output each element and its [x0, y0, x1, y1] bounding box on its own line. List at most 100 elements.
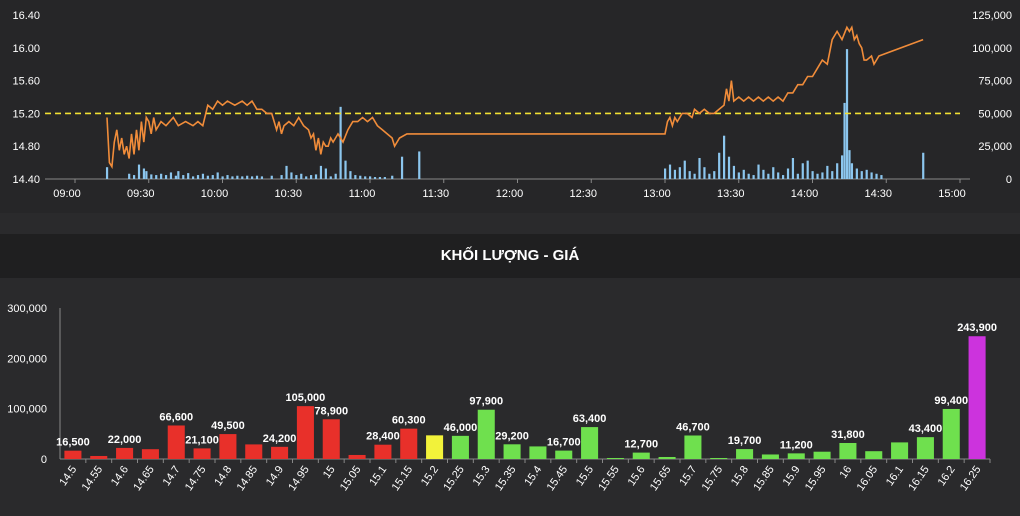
price-level-bar: [684, 435, 702, 459]
bar-value-label: 24,200: [263, 433, 297, 445]
volume-bar: [142, 168, 146, 179]
volume-bar: [133, 175, 136, 179]
volume-bar: [723, 135, 726, 179]
volume-bar: [816, 173, 819, 179]
volume-bar: [693, 173, 696, 179]
volume-bar: [177, 171, 180, 179]
bar-category-label: 15.05: [338, 464, 364, 493]
y-right-tick-label: 75,000: [978, 76, 1012, 88]
volume-bar: [349, 171, 352, 179]
volume-bar: [364, 176, 367, 179]
x-tick-label: 14:00: [791, 188, 819, 200]
volume-bar: [678, 167, 681, 179]
bar-category-label: 14.75: [183, 464, 209, 493]
y-right-tick-label: 100,000: [972, 43, 1012, 55]
volume-bar: [329, 176, 332, 179]
volume-bar: [290, 172, 293, 179]
bar-category-label: 14.9: [264, 464, 286, 488]
volume-bar: [305, 176, 308, 179]
bar-category-label: 15.9: [781, 464, 803, 488]
bar-value-label: 43,400: [909, 423, 943, 435]
bar-category-label: 15.4: [522, 464, 544, 488]
bar-category-label: 16.25: [958, 464, 984, 493]
price-level-bar: [141, 449, 159, 459]
volume-bar: [673, 169, 677, 179]
volume-bar: [196, 175, 200, 179]
price-level-bar: [581, 427, 599, 459]
y-left-tick-label: 16.40: [12, 10, 40, 22]
volume-bar: [791, 158, 795, 179]
volume-bar: [378, 177, 382, 179]
volume-bar: [192, 176, 195, 179]
volume-bar: [369, 176, 372, 179]
bar-category-label: 14.5: [57, 464, 79, 488]
bar-value-label: 46,000: [444, 422, 478, 434]
volume-bar: [145, 171, 148, 179]
volume-bar: [703, 167, 706, 179]
volume-bar: [727, 156, 731, 179]
volume-bar: [155, 175, 158, 179]
volume-bar: [747, 173, 750, 179]
volume-bar: [796, 173, 799, 179]
bar-category-label: 15.85: [751, 464, 777, 493]
volume-bar: [174, 175, 177, 179]
bar-category-label: 15.15: [390, 464, 416, 493]
bar-category-label: 15.3: [471, 464, 493, 488]
intraday-price-volume-chart: 14.40 14.80 15.20 15.60 16.00 16.40 0 25,000 50,…: [12, 10, 1012, 200]
bar-y-tick-label: 200,000: [7, 353, 47, 365]
bar-value-label: 31,800: [831, 429, 865, 441]
bar-value-label: 46,700: [676, 421, 710, 433]
volume-bar: [314, 174, 318, 179]
volume-bar: [201, 173, 205, 179]
volume-bar: [880, 175, 883, 179]
volume-bar: [255, 175, 259, 179]
volume-bar: [182, 175, 185, 179]
bar-category-label: 15.6: [626, 464, 648, 488]
volume-bar: [777, 172, 780, 179]
bar-y-tick-label: 100,000: [7, 404, 47, 416]
volume-bar: [688, 171, 691, 179]
volume-by-price-chart: 0 100,000 200,000 300,000 16,500 14.5 14.55 22,…: [7, 303, 997, 493]
volume-bar: [737, 172, 740, 179]
bar-category-label: 15.45: [545, 464, 571, 493]
price-level-bar: [426, 435, 444, 459]
volume-bar: [164, 175, 168, 179]
volume-bar: [922, 152, 925, 179]
price-level-bar: [555, 450, 573, 459]
price-level-bar: [64, 450, 82, 459]
y-right-tick-label: 25,000: [978, 141, 1012, 153]
price-level-bar: [891, 442, 909, 459]
price-level-bar: [400, 428, 418, 459]
x-tick-label: 09:00: [53, 188, 81, 200]
price-level-bar: [865, 451, 883, 459]
volume-bar: [843, 102, 846, 179]
price-level-bar: [451, 435, 469, 459]
volume-bar: [708, 173, 711, 179]
price-level-bar: [632, 452, 650, 459]
volume-bar: [226, 175, 229, 179]
bar-value-label: 16,500: [56, 437, 90, 449]
volume-bar: [354, 175, 357, 179]
y-right-tick-label: 50,000: [978, 108, 1012, 120]
volume-bar: [206, 175, 209, 179]
volume-bar: [752, 175, 755, 179]
bar-category-label: 14.95: [286, 464, 312, 493]
volume-bar: [848, 150, 851, 179]
price-level-bar: [839, 442, 857, 459]
volume-bar: [260, 176, 264, 179]
x-tick-label: 10:00: [201, 188, 229, 200]
volume-bar: [231, 176, 234, 179]
price-level-bar: [710, 457, 728, 459]
bar-category-label: 14.65: [131, 464, 157, 493]
volume-bar: [339, 106, 342, 179]
volume-bar: [418, 151, 421, 179]
bar-category-label: 16.1: [884, 464, 906, 488]
volume-bar: [383, 177, 386, 179]
volume-bar: [105, 167, 109, 179]
bar-value-label: 105,000: [286, 392, 326, 404]
price-level-bar: [374, 444, 392, 459]
bar-category-label: 15.65: [648, 464, 674, 493]
bar-category-label: 15.95: [803, 464, 829, 493]
volume-bar: [324, 168, 327, 179]
